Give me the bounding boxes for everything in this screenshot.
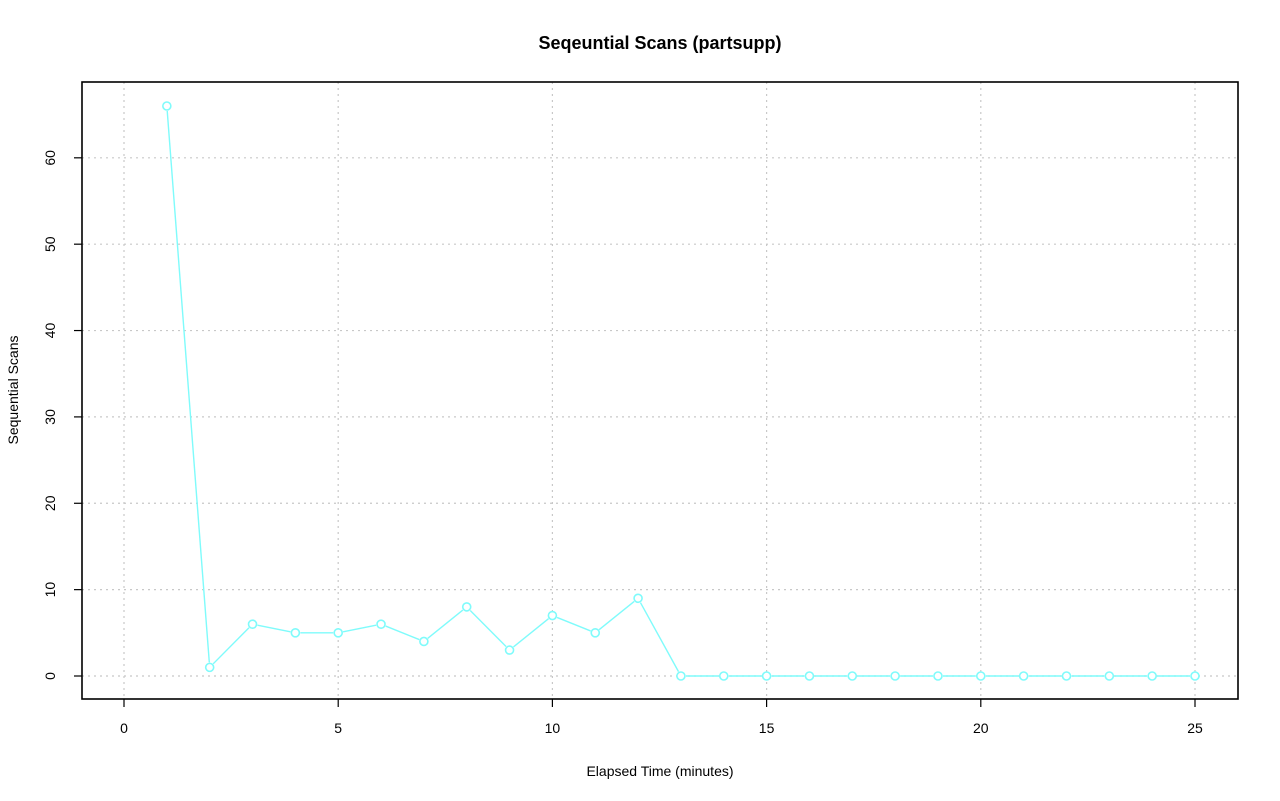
data-point (1061, 671, 1072, 681)
y-axis-label: Sequential Scans (5, 336, 21, 445)
data-point (590, 628, 601, 638)
data-point (1018, 671, 1029, 681)
series-line-segment (166, 110, 210, 663)
y-tick-label: 30 (42, 409, 58, 425)
data-point (1147, 671, 1157, 681)
data-point (461, 602, 472, 612)
chart-title: Seqeuntial Scans (partsupp) (538, 33, 781, 53)
data-point (1190, 671, 1200, 681)
x-axis-label: Elapsed Time (minutes) (586, 763, 733, 779)
x-tick-label: 25 (1187, 720, 1203, 736)
x-tick-label: 0 (120, 720, 128, 736)
x-tick-label: 5 (334, 720, 342, 736)
series-line-segment (469, 609, 507, 648)
series-line-segment (212, 627, 250, 665)
y-tick-label: 50 (42, 236, 58, 252)
data-point (933, 671, 943, 681)
series-line-segment (513, 618, 549, 648)
series-line-segment (342, 624, 377, 633)
series-line-segment (385, 625, 420, 641)
data-point (290, 628, 301, 638)
x-tick-label: 15 (759, 720, 775, 736)
data-point (419, 636, 429, 647)
data-point (162, 101, 172, 111)
data-point (1104, 671, 1115, 681)
y-tick-label: 20 (42, 495, 58, 511)
data-point (633, 593, 643, 604)
grid (82, 82, 1238, 699)
x-axis: 0 5 10 15 20 25 (120, 699, 1203, 736)
y-tick-label: 60 (42, 150, 58, 166)
data-point (376, 619, 386, 629)
data-point (804, 671, 815, 681)
series-line-segment (257, 624, 291, 633)
series-line-segment (598, 600, 635, 631)
data-point (890, 671, 900, 681)
data-point (333, 628, 344, 638)
data-point (847, 671, 858, 681)
series-line-segment (427, 609, 464, 639)
x-tick-label: 10 (545, 720, 561, 736)
plot-frame (81, 81, 1239, 700)
data-point (504, 645, 515, 655)
y-axis: 0 10 20 30 40 50 60 (42, 150, 82, 680)
series-line-segment (639, 602, 680, 672)
data-point (247, 619, 258, 629)
data-point (761, 671, 772, 681)
x-tick-label: 20 (973, 720, 989, 736)
data-point (975, 671, 986, 681)
series-group (162, 101, 1200, 681)
y-tick-label: 10 (42, 582, 58, 598)
y-tick-label: 40 (42, 323, 58, 339)
data-point (547, 610, 558, 621)
data-point (718, 671, 729, 681)
series-line-segment (556, 616, 591, 632)
y-tick-label: 0 (42, 672, 58, 680)
data-point (676, 671, 686, 681)
data-point (204, 662, 215, 673)
